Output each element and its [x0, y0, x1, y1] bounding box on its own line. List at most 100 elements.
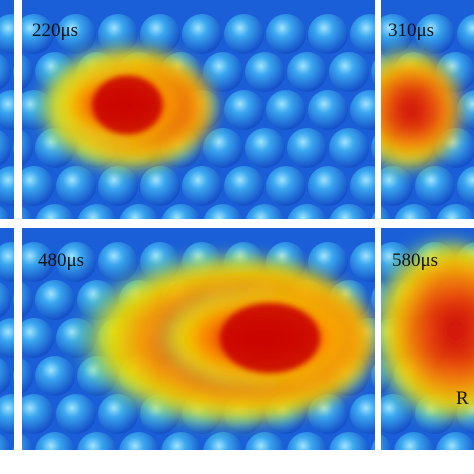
particle	[22, 54, 33, 90]
particle	[371, 136, 375, 160]
time-label: 220μs	[32, 20, 78, 41]
particle	[457, 90, 474, 130]
particle	[245, 128, 285, 168]
particle	[0, 434, 11, 450]
particle	[350, 14, 375, 54]
particle	[119, 432, 159, 450]
time-label: 580μs	[392, 250, 438, 271]
particle	[287, 52, 327, 92]
particle	[350, 90, 375, 130]
particle	[371, 212, 375, 219]
panel	[0, 0, 14, 219]
particle	[22, 206, 33, 219]
particle	[266, 166, 306, 206]
particle	[329, 432, 369, 450]
particle	[308, 166, 348, 206]
particle	[394, 204, 434, 219]
particle	[182, 14, 222, 54]
heat-region	[381, 240, 474, 420]
particle	[77, 432, 117, 450]
panel	[381, 228, 474, 450]
particle	[371, 364, 375, 388]
time-label: 310μs	[388, 20, 434, 41]
particle	[371, 440, 375, 450]
particle	[0, 90, 14, 130]
panel	[381, 0, 474, 219]
particle	[0, 358, 11, 394]
particle	[22, 434, 33, 450]
particle	[56, 242, 96, 282]
particle	[224, 14, 264, 54]
particle	[457, 166, 474, 206]
particle	[22, 282, 33, 318]
particle	[203, 204, 243, 219]
particle	[415, 14, 455, 54]
particle	[0, 54, 11, 90]
particle	[35, 432, 75, 450]
particle	[56, 166, 96, 206]
particle	[381, 166, 413, 206]
particle	[22, 130, 33, 166]
particle	[371, 288, 375, 312]
particle	[13, 369, 14, 383]
particle	[56, 394, 96, 434]
particle	[203, 128, 243, 168]
particle	[77, 204, 117, 219]
particle	[56, 14, 96, 54]
particle	[0, 130, 11, 166]
particle	[35, 280, 75, 320]
particle	[287, 204, 327, 219]
particle	[98, 14, 138, 54]
panel	[22, 228, 375, 450]
particle	[224, 90, 264, 130]
particle	[436, 432, 474, 450]
time-label: 480μs	[38, 250, 84, 271]
particle	[0, 318, 14, 358]
particle	[308, 242, 348, 282]
particle	[381, 206, 392, 219]
particle	[245, 204, 285, 219]
particle	[140, 14, 180, 54]
particle	[371, 60, 375, 84]
particle	[161, 432, 201, 450]
particle	[119, 204, 159, 219]
particle	[436, 204, 474, 219]
text-fragment: R	[456, 388, 469, 409]
particle	[350, 394, 375, 434]
particle	[0, 206, 11, 219]
particle	[182, 166, 222, 206]
particle	[203, 432, 243, 450]
particle	[350, 242, 375, 282]
particle	[394, 432, 434, 450]
particle	[245, 432, 285, 450]
particle	[161, 204, 201, 219]
particle	[329, 52, 369, 92]
particle	[203, 52, 243, 92]
particle	[13, 141, 14, 155]
particle	[224, 166, 264, 206]
particle	[22, 242, 54, 282]
panel	[22, 0, 375, 219]
particle	[13, 293, 14, 307]
hot-core	[92, 75, 163, 135]
particle	[22, 358, 33, 394]
particle	[381, 14, 413, 54]
particle	[329, 204, 369, 219]
particle	[308, 90, 348, 130]
particle	[0, 242, 14, 282]
particle	[35, 204, 75, 219]
panel	[0, 228, 14, 450]
hot-core	[220, 303, 320, 373]
particle	[287, 432, 327, 450]
particle	[350, 166, 375, 206]
particle	[0, 394, 14, 434]
particle	[329, 128, 369, 168]
particle	[13, 217, 14, 219]
particle	[287, 128, 327, 168]
particle	[0, 166, 14, 206]
heat-region	[381, 50, 460, 170]
particle	[266, 90, 306, 130]
particle	[140, 166, 180, 206]
particle	[415, 166, 455, 206]
